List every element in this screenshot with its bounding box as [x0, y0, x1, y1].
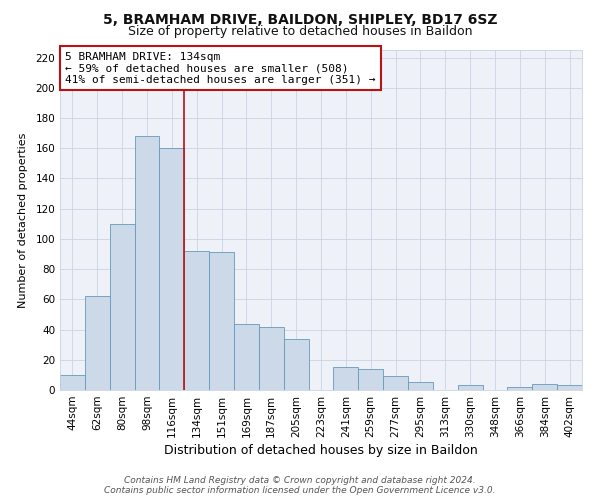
Bar	[234, 324, 259, 390]
Bar	[408, 382, 433, 390]
Bar	[358, 369, 383, 390]
Bar	[209, 252, 234, 390]
Bar	[383, 376, 408, 390]
Bar	[508, 387, 532, 390]
Bar	[134, 136, 160, 390]
Bar	[557, 386, 582, 390]
Text: 5 BRAMHAM DRIVE: 134sqm
← 59% of detached houses are smaller (508)
41% of semi-d: 5 BRAMHAM DRIVE: 134sqm ← 59% of detache…	[65, 52, 376, 85]
Text: Size of property relative to detached houses in Baildon: Size of property relative to detached ho…	[128, 25, 472, 38]
Bar	[284, 338, 308, 390]
Text: 5, BRAMHAM DRIVE, BAILDON, SHIPLEY, BD17 6SZ: 5, BRAMHAM DRIVE, BAILDON, SHIPLEY, BD17…	[103, 12, 497, 26]
X-axis label: Distribution of detached houses by size in Baildon: Distribution of detached houses by size …	[164, 444, 478, 457]
Bar	[334, 368, 358, 390]
Bar	[184, 251, 209, 390]
Bar	[60, 375, 85, 390]
Bar	[458, 386, 482, 390]
Bar	[160, 148, 184, 390]
Bar	[259, 326, 284, 390]
Bar	[110, 224, 134, 390]
Bar	[85, 296, 110, 390]
Bar	[532, 384, 557, 390]
Text: Contains HM Land Registry data © Crown copyright and database right 2024.
Contai: Contains HM Land Registry data © Crown c…	[104, 476, 496, 495]
Y-axis label: Number of detached properties: Number of detached properties	[19, 132, 28, 308]
